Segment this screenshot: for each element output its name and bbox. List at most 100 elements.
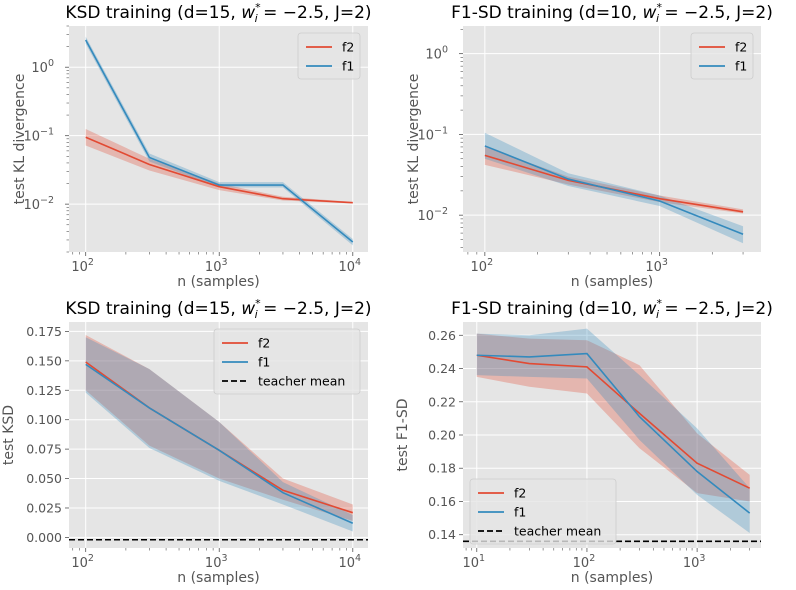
legend-label-teacher-mean: teacher mean bbox=[258, 374, 345, 389]
y-tick-label: 0.100 bbox=[26, 412, 62, 427]
x-tick-exponent: 3 bbox=[221, 257, 227, 268]
chart-panel-1: 102 103 104 10−2 10−1 100 KSD training (d=15, … bbox=[12, 1, 372, 290]
y-tick-exponent: 0 bbox=[442, 45, 448, 56]
y-axis-label: test KL divergence bbox=[12, 74, 28, 205]
x-tick-exponent: 2 bbox=[487, 257, 493, 268]
title-suffix: = −2.5, J=2) bbox=[258, 299, 372, 319]
legend-box bbox=[213, 328, 361, 395]
confidence-band-f2 bbox=[85, 334, 353, 521]
x-tick-exponent: 1 bbox=[479, 553, 485, 564]
y-tick-label: 0.075 bbox=[26, 442, 62, 457]
y-tick-label: 10−2 bbox=[23, 195, 54, 213]
y-tick-label: 0.24 bbox=[428, 361, 456, 376]
chart-panel-3: 102 103 104 0.000 0.025 0.050 0.075 0.100 0.125 0… bbox=[1, 297, 372, 586]
legend-box bbox=[469, 478, 617, 545]
y-tick-label: 0.150 bbox=[26, 353, 62, 368]
confidence-band-f2 bbox=[85, 129, 353, 204]
legend-label-teacher-mean: teacher mean bbox=[514, 524, 601, 539]
chart-panel-2: 102 103 10−2 10−1 100 F1-SD training (d=10, w… bbox=[406, 1, 773, 290]
chart-title: KSD training (d=15, w* i = −2.5, J=2) bbox=[65, 1, 371, 25]
title-prefix: KSD training (d=15, bbox=[65, 3, 241, 23]
legend-box bbox=[690, 32, 754, 80]
title-superscript: * bbox=[255, 297, 261, 310]
y-tick-exponent: 0 bbox=[48, 58, 54, 69]
y-tick-label: 10−2 bbox=[417, 206, 448, 224]
legend-label-f1: f1 bbox=[514, 505, 526, 520]
confidence-band-f2 bbox=[476, 333, 750, 502]
title-subscript: i bbox=[656, 308, 659, 321]
y-tick-exponent: −2 bbox=[40, 195, 54, 206]
legend-box bbox=[297, 32, 361, 80]
confidence-band-f1 bbox=[85, 36, 353, 246]
chart-title: F1-SD training (d=10, w* i = −2.5, J=2) bbox=[451, 297, 773, 321]
x-axis-label: n (samples) bbox=[571, 570, 653, 586]
y-axis-label: test KSD bbox=[1, 405, 17, 465]
x-tick-exponent: 2 bbox=[589, 553, 595, 564]
legend: f2 f1 teacher mean bbox=[469, 478, 617, 545]
y-axis-label: test KL divergence bbox=[406, 74, 422, 205]
title-suffix: = −2.5, J=2) bbox=[659, 299, 773, 319]
y-tick-label: 0.18 bbox=[428, 461, 456, 476]
series-line-f1 bbox=[476, 352, 751, 514]
y-tick-label: 0.050 bbox=[26, 471, 62, 486]
y-tick-exponent: −2 bbox=[434, 206, 448, 217]
y-tick-label: 100 bbox=[425, 45, 448, 63]
title-superscript: * bbox=[255, 1, 261, 14]
y-tick-label: 0.26 bbox=[428, 328, 456, 343]
y-tick-label: 0.14 bbox=[428, 527, 456, 542]
title-subscript: i bbox=[255, 308, 258, 321]
x-tick-label: 103 bbox=[205, 553, 228, 571]
title-symbol: w bbox=[241, 299, 255, 319]
x-tick-exponent: 3 bbox=[662, 257, 668, 268]
x-tick-label: 102 bbox=[573, 553, 596, 571]
y-tick-label: 100 bbox=[31, 58, 54, 76]
series-line-f2 bbox=[476, 354, 751, 489]
series-line-f1 bbox=[484, 145, 744, 236]
chart-panel-4: 101 102 103 0.14 0.16 0.18 0.20 0.22 0.24 0.26 F1-… bbox=[395, 297, 773, 586]
title-subscript: i bbox=[255, 12, 258, 25]
title-prefix: F1-SD training (d=10, bbox=[451, 299, 642, 319]
title-prefix: F1-SD training (d=10, bbox=[451, 3, 642, 23]
x-tick-label: 102 bbox=[471, 257, 494, 275]
legend: f2 f1 teacher mean bbox=[213, 328, 361, 395]
x-tick-label: 102 bbox=[71, 553, 94, 571]
x-axis-label: n (samples) bbox=[571, 274, 653, 290]
x-tick-label: 103 bbox=[205, 257, 228, 275]
title-superscript: * bbox=[656, 297, 662, 310]
x-axis-label: n (samples) bbox=[177, 570, 259, 586]
confidence-band-f2 bbox=[484, 146, 744, 214]
x-tick-exponent: 3 bbox=[699, 553, 705, 564]
x-tick-label: 103 bbox=[683, 553, 706, 571]
legend-label-f2: f2 bbox=[342, 40, 354, 55]
chart-title: KSD training (d=15, w* i = −2.5, J=2) bbox=[65, 297, 371, 321]
y-tick-exponent: −1 bbox=[434, 125, 448, 136]
title-superscript: * bbox=[656, 1, 662, 14]
title-symbol: w bbox=[643, 299, 657, 319]
y-tick-label: 0.16 bbox=[428, 494, 456, 509]
x-tick-label: 101 bbox=[462, 553, 485, 571]
x-tick-exponent: 4 bbox=[355, 553, 361, 564]
x-axis-label: n (samples) bbox=[177, 274, 259, 290]
x-tick-label: 104 bbox=[338, 257, 361, 275]
legend-label-f1: f1 bbox=[258, 355, 270, 370]
legend-label-f2: f2 bbox=[514, 486, 526, 501]
legend-label-f1: f1 bbox=[735, 59, 747, 74]
y-tick-label: 0.20 bbox=[428, 428, 456, 443]
title-subscript: i bbox=[656, 12, 659, 25]
x-tick-exponent: 2 bbox=[88, 553, 94, 564]
x-tick-label: 102 bbox=[71, 257, 94, 275]
y-tick-label: 0.025 bbox=[26, 500, 62, 515]
title-suffix: = −2.5, J=2) bbox=[258, 3, 372, 23]
y-tick-label: 10−1 bbox=[417, 125, 448, 143]
x-tick-exponent: 2 bbox=[88, 257, 94, 268]
confidence-band-f1 bbox=[484, 132, 744, 244]
legend-label-f1: f1 bbox=[342, 59, 354, 74]
title-suffix: = −2.5, J=2) bbox=[659, 3, 773, 23]
confidence-band-f1 bbox=[476, 328, 750, 534]
confidence-band-f1 bbox=[85, 337, 353, 532]
title-prefix: KSD training (d=15, bbox=[65, 299, 241, 319]
chart-title: F1-SD training (d=10, w* i = −2.5, J=2) bbox=[451, 1, 773, 25]
